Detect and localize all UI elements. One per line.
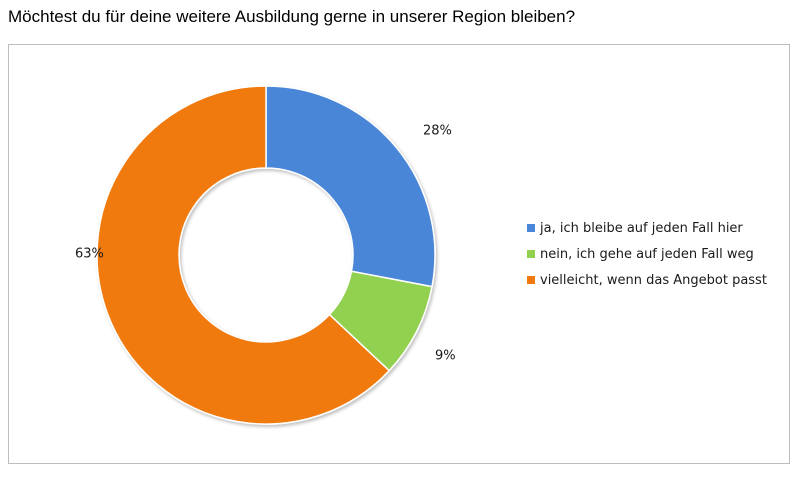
legend-item-ja: ja, ich bleibe auf jeden Fall hier — [527, 215, 767, 241]
legend-item-vielleicht: vielleicht, wenn das Angebot passt — [527, 267, 767, 293]
legend: ja, ich bleibe auf jeden Fall hier nein,… — [527, 215, 767, 293]
legend-swatch-ja — [527, 224, 535, 232]
legend-item-nein: nein, ich gehe auf jeden Fall weg — [527, 241, 767, 267]
donut-slice-ja — [265, 85, 436, 288]
legend-label-ja: ja, ich bleibe auf jeden Fall hier — [540, 220, 743, 236]
slice-label-ja: 28% — [423, 124, 452, 139]
donut-slices — [96, 85, 436, 425]
legend-label-nein: nein, ich gehe auf jeden Fall weg — [540, 246, 754, 262]
legend-swatch-nein — [527, 250, 535, 258]
legend-label-vielleicht: vielleicht, wenn das Angebot passt — [540, 272, 767, 288]
legend-swatch-vielleicht — [527, 276, 535, 284]
question-title: Möchtest du für deine weitere Ausbildung… — [8, 7, 576, 26]
donut-slice-vielleicht — [96, 85, 391, 425]
donut-chart: 28% 9% 63% — [75, 85, 456, 425]
donut-labels: 28% 9% 63% — [75, 124, 456, 364]
slice-label-vielleicht: 63% — [75, 247, 104, 262]
chart-frame: 28% 9% 63% ja, ich bleibe auf jeden Fall h… — [8, 44, 790, 464]
slice-label-nein: 9% — [435, 349, 456, 364]
